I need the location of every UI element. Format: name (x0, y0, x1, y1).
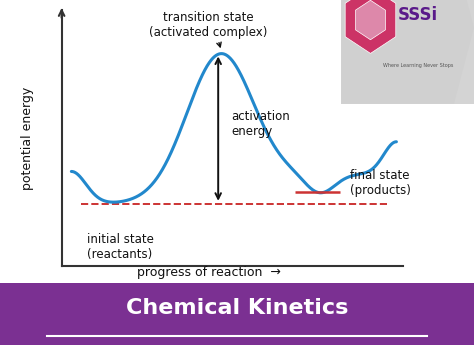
Polygon shape (341, 0, 474, 104)
Text: progress of reaction  →: progress of reaction → (137, 266, 281, 279)
Text: final state
(products): final state (products) (350, 169, 411, 197)
Text: potential energy: potential energy (21, 86, 34, 190)
Text: initial state
(reactants): initial state (reactants) (87, 234, 154, 262)
Text: Chemical Kinetics: Chemical Kinetics (126, 298, 348, 318)
Text: SSSi: SSSi (398, 7, 438, 24)
Text: transition state
(activated complex): transition state (activated complex) (149, 11, 268, 39)
Text: activation
energy: activation energy (231, 110, 290, 138)
Text: Where Learning Never Stops: Where Learning Never Stops (383, 63, 454, 68)
